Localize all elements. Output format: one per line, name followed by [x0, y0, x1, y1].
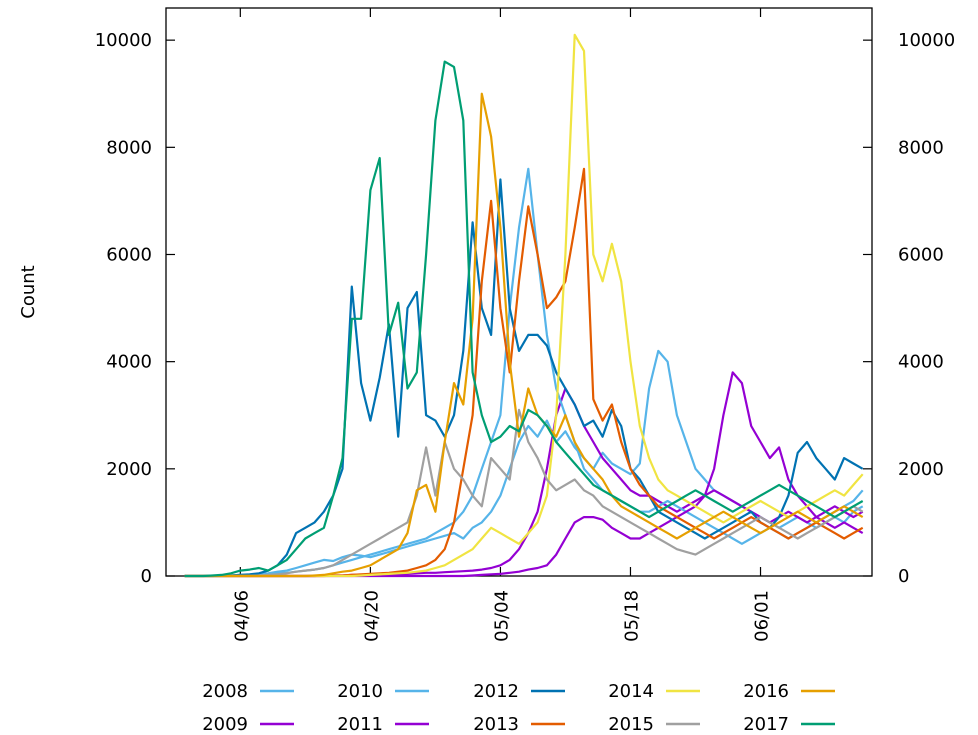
series-lines	[184, 33, 864, 578]
legend-label-2009: 2009	[202, 714, 248, 735]
right-y-tick-label: 6000	[898, 244, 944, 265]
x-ticks: 04/06 04/20 05/04 05/18 06/01	[231, 8, 773, 642]
legend-label-2016: 2016	[743, 681, 789, 702]
legend-label-2017: 2017	[743, 714, 789, 735]
right-y-tick-label: 10000	[898, 30, 955, 51]
legend-label-2012: 2012	[473, 681, 519, 702]
legend-label-2014: 2014	[608, 681, 654, 702]
y-tick-label: 10000	[95, 30, 152, 51]
y-tick-label: 2000	[106, 459, 152, 480]
right-y-tick-label: 2000	[898, 459, 944, 480]
x-tick-label: 05/04	[491, 590, 512, 642]
y-axis-label: Count	[18, 265, 39, 318]
series-line-2012	[184, 178, 864, 578]
y-tick-label: 0	[141, 566, 152, 587]
series-line-2015	[184, 408, 864, 578]
x-tick-label: 04/06	[231, 590, 252, 642]
series-line-2017	[184, 60, 864, 578]
series-line-2011	[184, 371, 864, 578]
x-tick-label: 04/20	[361, 590, 382, 642]
legend: 2008 2009 2010 2011 2012 2013 2014 2015 2016 2017	[202, 681, 835, 735]
right-y-tick-label: 0	[898, 566, 909, 587]
series-line-2013	[184, 167, 864, 578]
y-tick-label: 8000	[106, 137, 152, 158]
series-line-2010	[184, 167, 864, 578]
right-y-tick-label: 4000	[898, 352, 944, 373]
right-y-ticks: 0 2000 4000 6000 8000 10000	[863, 30, 955, 587]
y-tick-label: 4000	[106, 352, 152, 373]
x-tick-label: 06/01	[752, 590, 773, 642]
plot-frame	[165, 7, 873, 577]
legend-label-2015: 2015	[608, 714, 654, 735]
right-y-tick-label: 8000	[898, 137, 944, 158]
x-tick-label: 05/18	[621, 590, 642, 642]
legend-label-2008: 2008	[202, 681, 248, 702]
left-y-ticks: 0 2000 4000 6000 8000 10000	[95, 30, 175, 587]
legend-label-2011: 2011	[337, 714, 383, 735]
legend-label-2013: 2013	[473, 714, 519, 735]
legend-label-2010: 2010	[337, 681, 383, 702]
y-tick-label: 6000	[106, 244, 152, 265]
series-line-2016	[184, 92, 864, 578]
